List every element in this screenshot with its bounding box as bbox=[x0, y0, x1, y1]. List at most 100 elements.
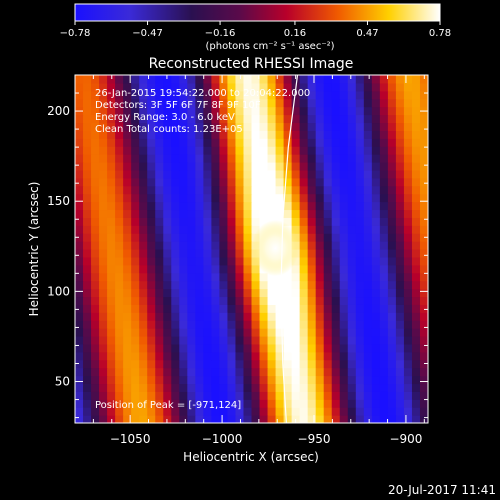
heatmap-cell bbox=[235, 114, 245, 124]
heatmap-cell bbox=[355, 264, 365, 274]
heatmap-cell bbox=[243, 201, 253, 211]
heatmap-cell bbox=[395, 359, 405, 369]
heatmap-cell bbox=[299, 296, 309, 305]
heatmap-cell bbox=[219, 415, 229, 423]
heatmap-cell bbox=[131, 336, 140, 345]
heatmap-cell bbox=[251, 217, 261, 226]
heatmap-cell bbox=[211, 280, 221, 290]
colorbar-tick-label: 0.47 bbox=[356, 28, 378, 39]
heatmap-cell bbox=[131, 193, 140, 203]
heatmap-cell bbox=[195, 328, 204, 337]
heatmap-cell bbox=[139, 375, 148, 385]
heatmap-cell bbox=[331, 122, 341, 131]
heatmap-cell bbox=[371, 320, 381, 329]
heatmap-cell bbox=[251, 209, 261, 218]
heatmap-cell bbox=[355, 399, 365, 408]
heatmap-cell bbox=[155, 328, 164, 337]
heatmap-cell bbox=[147, 415, 156, 423]
heatmap-cell bbox=[163, 106, 172, 116]
heatmap-cell bbox=[131, 391, 140, 400]
heatmap-cell bbox=[323, 98, 333, 108]
heatmap-cell bbox=[259, 75, 269, 84]
heatmap-cell bbox=[171, 114, 180, 124]
heatmap-cell bbox=[291, 351, 301, 361]
heatmap-cell bbox=[243, 185, 253, 195]
heatmap-cell bbox=[323, 312, 333, 321]
heatmap-cell bbox=[291, 130, 301, 139]
heatmap-cell bbox=[403, 233, 413, 242]
heatmap-cell bbox=[171, 320, 180, 329]
chart-title: Reconstructed RHESSI Image bbox=[149, 56, 354, 72]
heatmap-cell bbox=[131, 90, 140, 100]
heatmap-cell bbox=[379, 217, 389, 226]
heatmap-cell bbox=[371, 383, 381, 392]
heatmap-cell bbox=[115, 328, 124, 337]
heatmap-cell bbox=[139, 249, 148, 258]
heatmap-cell bbox=[91, 320, 100, 329]
heatmap-cell bbox=[299, 146, 309, 155]
heatmap-cell bbox=[163, 391, 172, 400]
heatmap-cell bbox=[323, 280, 333, 290]
heatmap-cell bbox=[291, 201, 301, 211]
heatmap-cell bbox=[195, 233, 204, 242]
heatmap-cell bbox=[419, 296, 428, 305]
heatmap-cell bbox=[251, 383, 261, 392]
heatmap-cell bbox=[419, 399, 428, 408]
heatmap-cell bbox=[235, 304, 245, 313]
heatmap-cell bbox=[99, 343, 108, 353]
heatmap-cell bbox=[363, 241, 373, 250]
heatmap-cell bbox=[419, 343, 428, 353]
heatmap-cell bbox=[331, 399, 341, 408]
heatmap-cell bbox=[171, 98, 180, 108]
heatmap-cell bbox=[371, 367, 381, 377]
heatmap-cell bbox=[179, 343, 188, 353]
heatmap-cell bbox=[195, 288, 204, 298]
heatmap-cell bbox=[139, 264, 148, 274]
heatmap-cell bbox=[123, 233, 132, 242]
heatmap-cell bbox=[315, 304, 325, 313]
heatmap-cell bbox=[195, 98, 204, 108]
heatmap-cell bbox=[291, 264, 301, 274]
heatmap-cell bbox=[235, 169, 245, 179]
heatmap-cell bbox=[411, 233, 421, 242]
heatmap-cell bbox=[139, 320, 148, 329]
heatmap-cell bbox=[211, 328, 221, 337]
heatmap-cell bbox=[179, 367, 188, 377]
heatmap-cell bbox=[107, 249, 116, 258]
heatmap-cell bbox=[291, 367, 301, 377]
heatmap-cell bbox=[379, 177, 389, 187]
heatmap-cell bbox=[355, 90, 365, 100]
heatmap-cell bbox=[195, 209, 204, 218]
heatmap-cell bbox=[339, 154, 349, 163]
heatmap-cell bbox=[371, 217, 381, 226]
heatmap-cell bbox=[235, 407, 245, 416]
heatmap-cell bbox=[355, 185, 365, 195]
heatmap-cell bbox=[291, 328, 301, 337]
heatmap-cell bbox=[363, 328, 373, 337]
heatmap-cell bbox=[115, 296, 124, 305]
heatmap-cell bbox=[331, 288, 341, 298]
heatmap-cell bbox=[387, 367, 397, 377]
heatmap-cell bbox=[259, 130, 269, 139]
heatmap-cell bbox=[259, 185, 269, 195]
heatmap-cell bbox=[219, 241, 229, 250]
heatmap-cell bbox=[267, 272, 277, 282]
heatmap-cell bbox=[211, 209, 221, 218]
heatmap-cell bbox=[203, 320, 212, 329]
heatmap-cell bbox=[163, 225, 172, 234]
heatmap-cell bbox=[315, 98, 325, 108]
heatmap-cell bbox=[235, 249, 245, 258]
heatmap-cell bbox=[307, 351, 317, 361]
heatmap-cell bbox=[315, 407, 325, 416]
heatmap-cell bbox=[331, 312, 341, 321]
heatmap-cell bbox=[91, 185, 100, 195]
heatmap-cell bbox=[347, 114, 357, 124]
heatmap-cell bbox=[419, 320, 428, 329]
heatmap-cell bbox=[99, 82, 108, 92]
heatmap-cell bbox=[251, 122, 261, 131]
heatmap-cell bbox=[211, 320, 221, 329]
heatmap-cell bbox=[83, 351, 92, 361]
heatmap-cell bbox=[131, 249, 140, 258]
heatmap-cell bbox=[315, 280, 325, 290]
heatmap-cell bbox=[195, 225, 204, 234]
